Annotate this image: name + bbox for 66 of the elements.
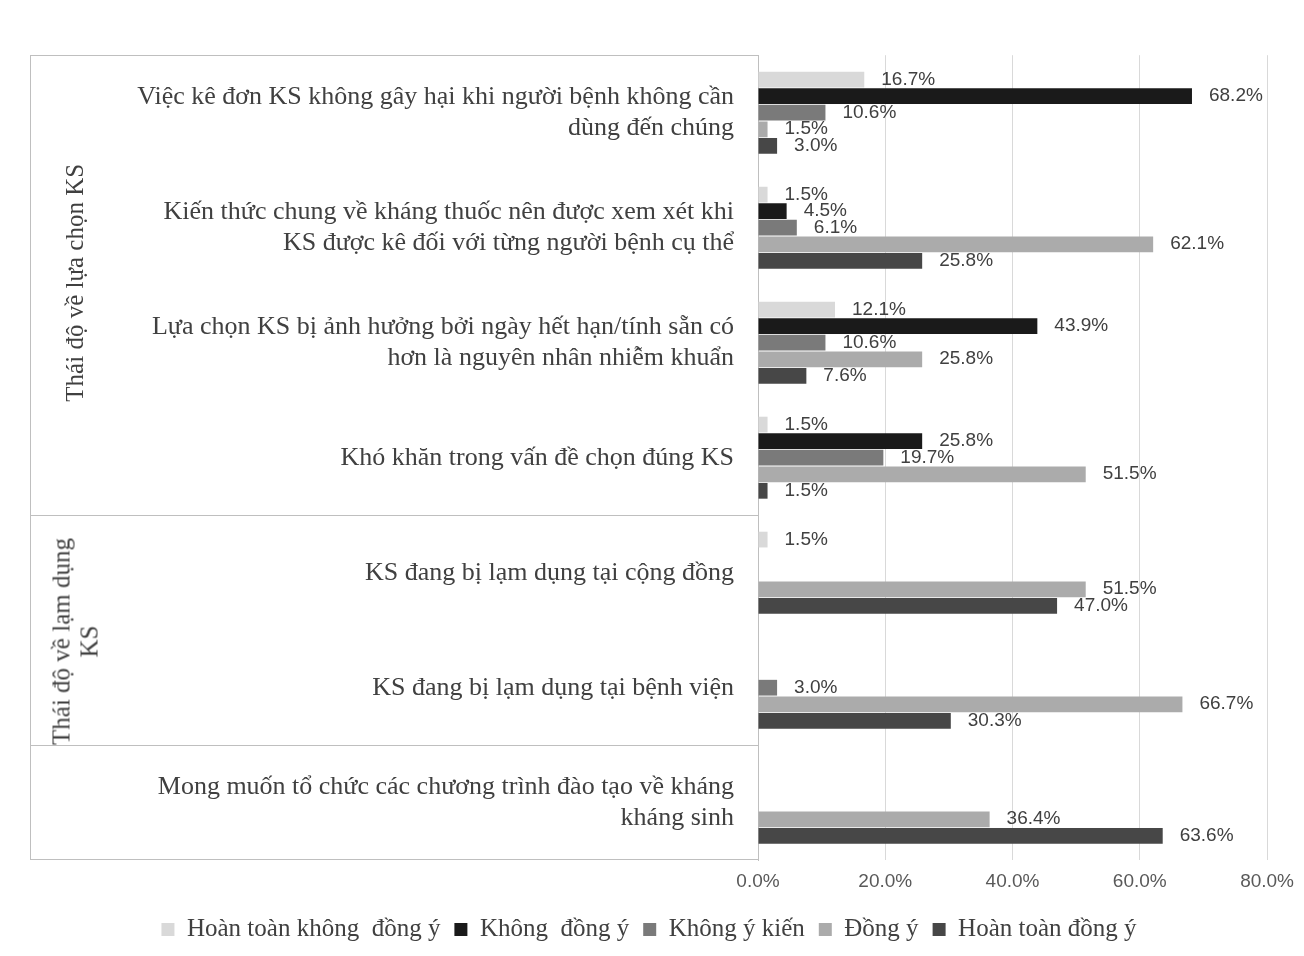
- bar: [758, 679, 778, 696]
- data-label: 25.8%: [939, 249, 994, 271]
- data-label: 3.0%: [794, 675, 838, 697]
- bar: [758, 416, 768, 433]
- bar: [758, 712, 951, 729]
- bar: [758, 121, 768, 138]
- bar: [758, 88, 1192, 105]
- y-tick-label: Việc kê đơn KS không gây hại khi người bệnh không cần dùng đến chúng: [137, 80, 734, 142]
- data-label: 62.1%: [1170, 232, 1225, 254]
- data-label: 68.2%: [1208, 84, 1263, 106]
- data-label: 36.4%: [1006, 807, 1061, 829]
- legend-label: Hoàn toàn đồng ý: [958, 914, 1138, 942]
- bar: [758, 137, 778, 154]
- y-tick-label: KS đang bị lạm dụng tại cộng đồng: [364, 556, 734, 586]
- data-label: 30.3%: [967, 709, 1022, 731]
- data-label: 66.7%: [1199, 692, 1254, 714]
- bar: [758, 367, 807, 384]
- bar: [758, 827, 1163, 844]
- legend-label: Hoàn toàn không đồng ý: [186, 914, 441, 942]
- x-tick-label: 20.0%: [858, 869, 913, 891]
- bar: [758, 219, 797, 236]
- data-label: 63.6%: [1179, 824, 1234, 846]
- legend-label: Không đồng ý: [479, 914, 630, 942]
- data-label: 10.6%: [842, 100, 897, 122]
- bar: [758, 597, 1058, 614]
- bar: [758, 301, 835, 318]
- bar: [758, 334, 826, 351]
- bar: [758, 104, 826, 121]
- data-label: 25.8%: [939, 347, 994, 369]
- bar: [758, 351, 923, 368]
- y-tick-label: Lựa chọn KS bị ảnh hưởng bởi ngày hết hạn/tính sẵn có hơn là nguyên nhân nhiễm khuẩn: [151, 310, 734, 372]
- data-label: 51.5%: [1102, 462, 1157, 484]
- bar: [758, 236, 1154, 253]
- data-label: 1.5%: [784, 479, 828, 501]
- data-label: 1.5%: [784, 527, 828, 549]
- text: Thái độ về lựa chọn KS: [61, 163, 89, 404]
- y-tick-label: Khó khăn trong vấn đề chọn đúng KS: [340, 441, 734, 471]
- bar: [758, 696, 1183, 713]
- y-tick-label: KS đang bị lạm dụng tại bệnh viện: [372, 671, 734, 701]
- bar: [758, 433, 923, 450]
- x-tick-label: 80.0%: [1240, 869, 1295, 891]
- bar: [758, 71, 865, 88]
- data-label: 16.7%: [881, 67, 936, 89]
- bar: [758, 318, 1038, 335]
- data-label: 7.6%: [823, 364, 867, 386]
- bar: [758, 252, 923, 269]
- bar: [758, 531, 768, 548]
- x-tick-label: 40.0%: [985, 869, 1040, 891]
- text: Thái độ về lạm dụng KS: [47, 537, 103, 747]
- y-tick-label: Mong muốn tổ chức các chương trình đào tạo về kháng kháng sinh: [157, 770, 734, 832]
- bar: [758, 466, 1086, 483]
- bar: [758, 449, 884, 466]
- data-label: 12.1%: [852, 297, 906, 319]
- data-label: 43.9%: [1054, 314, 1109, 336]
- bar: [758, 811, 990, 828]
- legend-label: Đồng ý: [844, 914, 920, 942]
- x-tick-label: 60.0%: [1112, 869, 1167, 891]
- data-label: 1.5%: [784, 412, 828, 434]
- bar: [758, 186, 768, 203]
- x-tick-label: 0.0%: [736, 869, 780, 891]
- y-tick-label: Kiến thức chung về kháng thuốc nên được xem xét khi KS được kê đối với từng người bệnh cụ thể: [163, 195, 735, 257]
- legend-label: Không ý kiến: [668, 914, 806, 942]
- bar: [758, 482, 768, 499]
- data-label: 10.6%: [842, 330, 897, 352]
- bar: [758, 581, 1086, 598]
- bar: [758, 203, 787, 220]
